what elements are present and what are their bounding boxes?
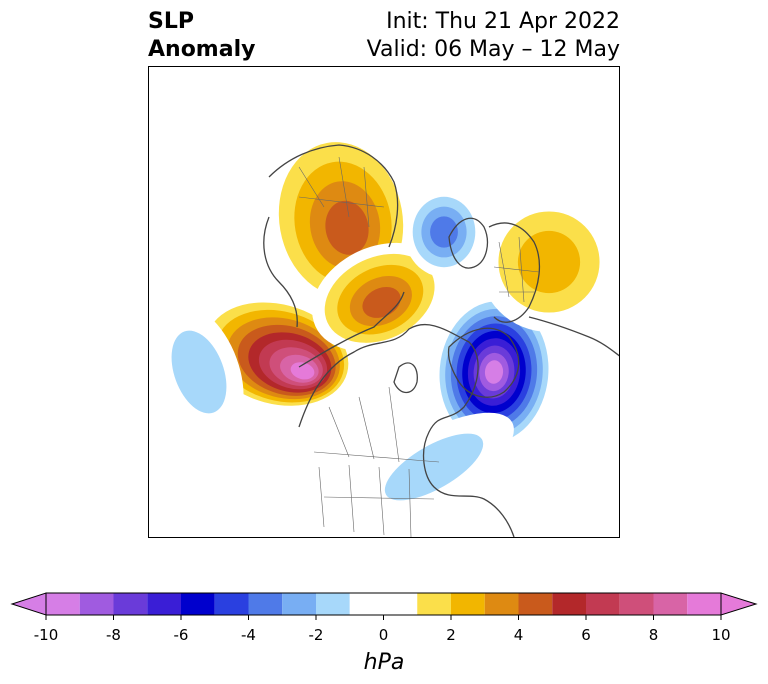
colorbar-bin <box>586 593 620 615</box>
europe-countries <box>493 236 540 303</box>
colorbar-tick-label: 0 <box>378 626 389 644</box>
barents-low-anomaly <box>404 187 484 277</box>
coast-north-america <box>298 323 515 537</box>
colorbar-tick-label: -8 <box>106 626 121 644</box>
colorbar-tick-label: 2 <box>446 626 456 644</box>
europe-high-anomaly <box>479 192 619 332</box>
us-state-lines <box>318 464 435 537</box>
canada-provinces <box>328 386 400 463</box>
anomaly-fields <box>154 122 619 522</box>
colorbar-bin <box>46 593 80 615</box>
colorbar: -10 -8 -6 -4 -2 0 2 4 6 8 10 <box>0 580 768 680</box>
europe-high-level-3 <box>517 230 581 294</box>
anomaly-map <box>154 122 619 537</box>
siberia-high-level-5 <box>325 200 369 255</box>
colorbar-extend-low <box>10 592 47 616</box>
init-date: Init: Thu 21 Apr 2022 <box>386 9 620 34</box>
colorbar-tick-label: 10 <box>711 626 731 644</box>
subtropical-pacific-low-anomaly <box>154 304 244 440</box>
coastlines <box>263 144 619 537</box>
us-canada-border <box>313 451 440 463</box>
colorbar-bin <box>113 593 148 615</box>
colorbar-bin <box>484 593 519 615</box>
colorbar-tick-label: 4 <box>513 626 524 644</box>
colorbar-tick-label: -4 <box>241 626 256 644</box>
colorbar-bin <box>282 593 316 615</box>
colorbar-bin <box>653 593 688 615</box>
north-atlantic-low-level--10 <box>484 360 504 384</box>
colorbar-tick-label: 8 <box>648 626 659 644</box>
north-pacific-high-level-10 <box>290 362 315 380</box>
colorbar-tick-label: 6 <box>581 626 591 644</box>
colorbar-unit-label: hPa <box>363 650 405 675</box>
coast-mediterranean <box>528 316 619 357</box>
colorbar-extend-high <box>720 592 758 616</box>
valid-range: Valid: 06 May – 12 May <box>366 37 620 62</box>
subtropical-pacific-low-level--2 <box>171 330 227 414</box>
coast-greenland <box>447 327 520 398</box>
map-panel <box>148 66 620 538</box>
colorbar-bin <box>619 593 654 615</box>
colorbar-bin <box>417 593 451 615</box>
coast-asia-east <box>263 216 298 328</box>
colorbar-bin <box>518 593 553 615</box>
colorbar-tick-label: -6 <box>173 626 189 644</box>
title-line-2: Anomaly <box>148 37 256 62</box>
coast-scandinavia <box>448 217 488 269</box>
colorbar-bin <box>687 593 721 615</box>
colorbar-bin <box>451 593 485 615</box>
colorbar-bin <box>349 593 418 615</box>
coast-europe <box>488 222 541 323</box>
colorbar-bin <box>147 593 181 615</box>
political-borders <box>298 156 540 537</box>
colorbar-bin <box>552 593 586 615</box>
coast-siberia <box>268 144 399 248</box>
russia-regions <box>298 156 385 228</box>
colorbar-bin <box>181 593 215 615</box>
coast-alaska <box>298 291 405 368</box>
colorbar-tick-label: -10 <box>33 626 59 644</box>
title-line-1: SLP <box>148 9 194 34</box>
date-info: Init: Thu 21 Apr 2022 Valid: 06 May – 12… <box>367 8 620 64</box>
map-title: SLP Anomaly <box>148 8 255 64</box>
arctic-high-anomaly <box>312 242 446 352</box>
colorbar-bin <box>214 593 249 615</box>
colorbar-bin <box>316 593 350 615</box>
colorbar-graphic <box>10 592 758 620</box>
colorbar-bin <box>248 593 283 615</box>
coast-hudson <box>393 362 418 394</box>
colorbar-tick-label: -2 <box>308 626 324 644</box>
north-atlantic-low-anomaly <box>433 294 555 450</box>
barents-low-level--4 <box>430 216 458 248</box>
colorbar-bin <box>79 593 114 615</box>
